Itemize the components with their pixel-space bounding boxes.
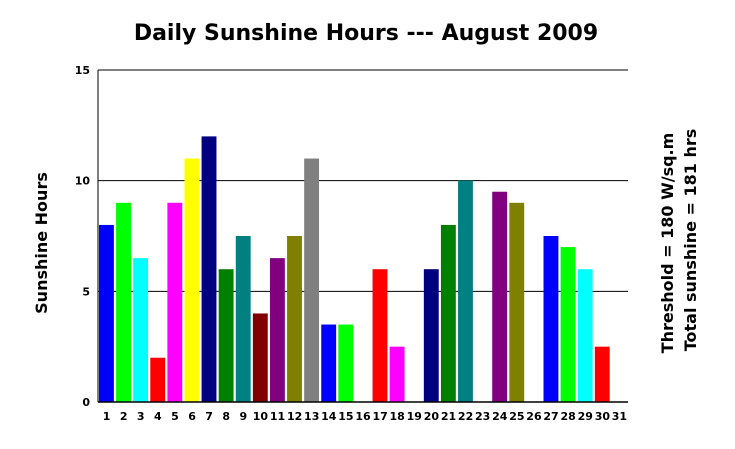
bar-day-20 (423, 269, 439, 402)
bar-day-3 (133, 258, 149, 402)
y-tick-label-5: 5 (82, 285, 90, 298)
x-tick-label-1: 1 (103, 410, 111, 423)
x-tick-label-3: 3 (137, 410, 145, 423)
y-tick-label-0: 0 (82, 396, 90, 409)
x-tick-label-15: 15 (338, 410, 353, 423)
bars-group (99, 136, 610, 402)
bar-day-22 (458, 180, 473, 402)
x-tick-label-23: 23 (475, 410, 490, 423)
x-tick-label-31: 31 (612, 410, 627, 423)
bar-day-13 (304, 158, 320, 402)
bar-day-21 (440, 224, 456, 402)
bar-day-15 (338, 324, 354, 402)
y-tick-label-10: 10 (75, 175, 91, 188)
x-tick-label-16: 16 (355, 410, 371, 423)
x-tick-label-30: 30 (595, 410, 611, 423)
bar-day-8 (218, 269, 234, 402)
x-tick-label-18: 18 (390, 410, 405, 423)
x-tick-label-5: 5 (171, 410, 179, 423)
x-tick-label-6: 6 (188, 410, 196, 423)
x-tick-label-29: 29 (578, 410, 593, 423)
chart-title: Daily Sunshine Hours --- August 2009 (134, 21, 598, 46)
x-tick-label-19: 19 (407, 410, 422, 423)
y-tick-label-15: 15 (75, 64, 90, 77)
x-tick-label-26: 26 (526, 410, 542, 423)
bar-day-1 (99, 224, 114, 402)
x-tick-label-7: 7 (205, 410, 213, 423)
x-tick-label-20: 20 (424, 410, 440, 423)
bar-day-2 (116, 202, 131, 402)
bar-day-5 (167, 202, 183, 402)
bar-day-10 (252, 313, 268, 402)
y-tick-labels: 0 5 10 15 (75, 64, 91, 409)
y-axis-label: Sunshine Hours (32, 172, 51, 314)
bar-day-30 (594, 346, 610, 402)
bar-day-9 (235, 236, 251, 402)
bar-day-17 (372, 269, 388, 402)
x-tick-labels: 1 2 3 4 5 6 7 8 9 10 11 12 13 14 15 16 17 18 19 20 21 22 23 24 2… (103, 410, 627, 423)
bar-day-4 (150, 357, 166, 402)
x-tick-label-21: 21 (441, 410, 456, 423)
x-tick-label-14: 14 (321, 410, 337, 423)
x-tick-label-17: 17 (372, 410, 387, 423)
bar-day-29 (577, 269, 593, 402)
x-tick-label-24: 24 (492, 410, 508, 423)
x-tick-label-4: 4 (154, 410, 162, 423)
total-sunshine-annotation: Total sunshine = 181 hrs (681, 129, 700, 352)
x-tick-label-28: 28 (561, 410, 576, 423)
threshold-annotation: Threshold = 180 W/sq.m (658, 133, 677, 354)
x-tick-label-10: 10 (253, 410, 269, 423)
x-tick-label-25: 25 (509, 410, 524, 423)
axes (97, 70, 628, 403)
bar-day-14 (321, 324, 337, 402)
bar-day-6 (184, 158, 200, 402)
x-tick-label-13: 13 (304, 410, 319, 423)
x-tick-label-8: 8 (222, 410, 230, 423)
bar-day-12 (287, 236, 302, 402)
bar-day-7 (201, 136, 217, 402)
bar-day-11 (269, 258, 285, 402)
bar-day-25 (509, 202, 525, 402)
x-tick-label-11: 11 (270, 410, 285, 423)
bar-day-28 (560, 247, 576, 402)
bar-day-24 (492, 191, 508, 402)
bar-day-18 (389, 346, 405, 402)
x-tick-label-9: 9 (239, 410, 247, 423)
x-tick-label-22: 22 (458, 410, 473, 423)
bar-day-27 (543, 236, 559, 402)
x-tick-label-12: 12 (287, 410, 302, 423)
x-tick-label-27: 27 (543, 410, 558, 423)
x-tick-label-2: 2 (120, 410, 128, 423)
